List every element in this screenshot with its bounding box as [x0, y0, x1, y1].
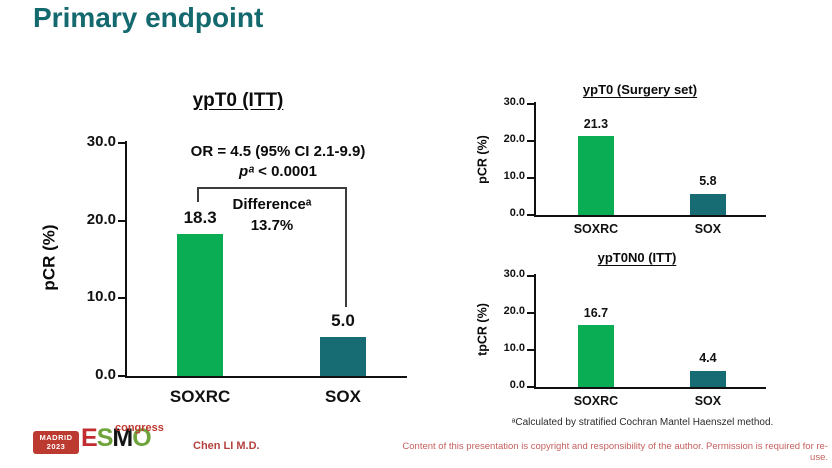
congress-label: congress: [115, 422, 164, 434]
y-tick-mark: [527, 177, 534, 179]
x-category-label: SOXRC: [169, 387, 231, 406]
x-category-label: SOXRC: [573, 394, 619, 408]
chart-title-ypt0-itt: ypT0 (ITT): [192, 90, 284, 111]
y-axis-label-tpcr: tpCR (%): [475, 303, 490, 356]
bar-value-label: 5.0: [331, 311, 355, 331]
esmo-congress-logo: MADRID 2023 ESMO congress: [33, 421, 183, 457]
odds-ratio-annotation: OR = 4.5 (95% CI 2.1-9.9): [190, 143, 366, 160]
x-axis-line: [125, 376, 407, 378]
comparison-bracket-left: [197, 187, 199, 202]
y-axis-line: [125, 141, 127, 376]
bar-value-label: 21.3: [583, 116, 609, 131]
x-category-label: SOX: [325, 387, 361, 406]
y-tick-label: 30.0: [503, 96, 525, 109]
madrid-2023-badge: MADRID 2023: [33, 431, 79, 454]
y-axis-label-pcr-surgery: pCR (%): [475, 135, 490, 184]
x-axis-line: [534, 215, 766, 217]
bar-chart-ypt0-itt: 0.0 10.0 20.0 30.0 18.3 SOXRC 5.0 SOX: [87, 134, 407, 405]
y-tick-label: 20.0: [503, 133, 525, 146]
logo-year: 2023: [46, 442, 66, 452]
bar-soxrc: [577, 325, 614, 387]
bar-soxrc: [577, 136, 614, 215]
bar-chart-ypt0-surgery: 0.0 10.0 20.0 30.0 21.3 SOXRC 5.8 SOX: [504, 97, 766, 235]
y-tick-label: 30.0: [503, 268, 525, 281]
y-tick-label: 20.0: [86, 210, 116, 228]
x-category-label: SOXRC: [573, 222, 619, 236]
difference-value: 13.7%: [250, 217, 294, 234]
bar-value-label: 5.8: [699, 174, 717, 189]
chart-title-ypt0-surgery: ypT0 (Surgery set): [582, 82, 698, 97]
chart-title-ypt0n0-itt: ypT0N0 (ITT): [597, 250, 677, 265]
y-tick-label: 10.0: [503, 170, 525, 183]
y-tick-mark: [527, 312, 534, 314]
y-tick-mark: [527, 386, 534, 388]
y-tick-label: 20.0: [503, 305, 525, 318]
y-tick-label: 10.0: [503, 342, 525, 355]
copyright-notice: Content of this presentation is copyrigh…: [402, 441, 828, 463]
x-category-label: SOX: [694, 394, 722, 408]
y-tick-label: 0.0: [95, 366, 116, 383]
comparison-bracket-top: [197, 187, 347, 189]
comparison-bracket-right: [345, 187, 347, 307]
y-tick-label: 30.0: [86, 133, 116, 150]
p-value-rest: < 0.0001: [253, 163, 317, 180]
bar-soxrc: [177, 233, 224, 376]
p-value-annotation: pᵃ < 0.0001: [147, 163, 409, 180]
p-value-symbol: pᵃ: [239, 163, 254, 180]
y-tick-mark: [527, 214, 534, 216]
y-tick-mark: [118, 219, 125, 222]
y-tick-mark: [527, 275, 534, 277]
y-tick-mark: [527, 103, 534, 105]
x-axis-line: [534, 387, 766, 389]
y-axis-line: [534, 102, 536, 215]
bar-sox: [320, 337, 366, 376]
y-tick-label: 0.0: [509, 207, 525, 220]
bar-sox: [689, 370, 726, 387]
y-tick-mark: [118, 142, 125, 144]
y-tick-mark: [118, 297, 125, 300]
y-axis-line: [534, 274, 536, 387]
x-category-label: SOX: [694, 222, 722, 236]
y-tick-label: 10.0: [86, 288, 116, 306]
slide-title: Primary endpoint: [33, 2, 264, 33]
y-axis-label-pcr-main: pCR (%): [39, 224, 59, 291]
bar-value-label: 4.4: [699, 351, 717, 366]
y-tick-label: 0.0: [509, 379, 525, 392]
bar-value-label: 16.7: [583, 305, 609, 320]
y-tick-mark: [118, 375, 125, 377]
author-name: Chen LI M.D.: [193, 440, 260, 452]
logo-city: MADRID: [39, 433, 73, 442]
bar-chart-ypt0n0-itt: 0.0 10.0 20.0 30.0 16.7 SOXRC 4.4 SOX: [504, 269, 766, 407]
difference-label: Differenceᵃ: [232, 196, 312, 213]
y-tick-mark: [527, 349, 534, 351]
footnote: ᵃCalculated by stratified Cochran Mantel…: [511, 417, 774, 428]
bar-sox: [689, 193, 726, 215]
y-tick-mark: [527, 140, 534, 142]
bar-value-label: 18.3: [183, 207, 217, 227]
esmo-wordmark: ESMO: [81, 424, 152, 452]
